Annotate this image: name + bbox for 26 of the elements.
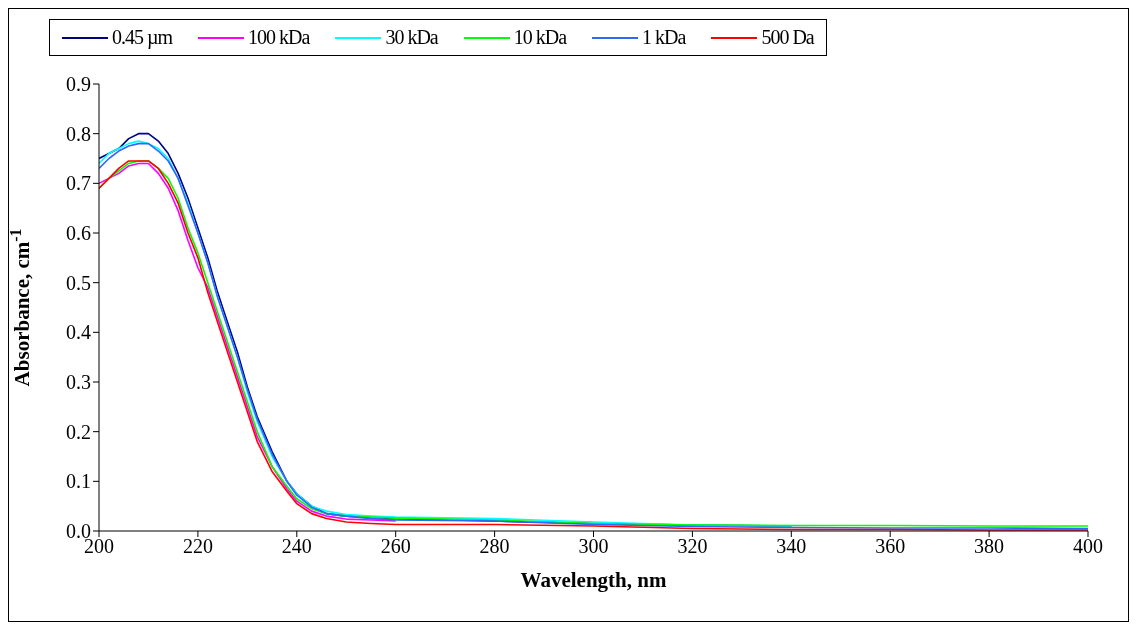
x-tick-label: 360 <box>875 535 906 558</box>
x-tick-label: 300 <box>578 535 609 558</box>
legend-label: 500 Da <box>761 26 814 49</box>
x-tick-label: 240 <box>281 535 312 558</box>
y-tick-label: 0.3 <box>66 371 91 394</box>
x-tick-label: 260 <box>380 535 411 558</box>
y-tick-label: 0.5 <box>66 271 91 294</box>
y-tick-label: 0.2 <box>66 420 91 443</box>
y-tick-label: 0.1 <box>66 470 91 493</box>
y-tick-label: 0.4 <box>66 321 91 344</box>
x-tick-label: 320 <box>677 535 708 558</box>
x-tick-label: 340 <box>776 535 807 558</box>
legend-label: 100 kDa <box>248 26 310 49</box>
legend-label: 10 kDa <box>513 26 567 49</box>
y-tick-label: 0.9 <box>66 73 91 96</box>
legend-label: 0.45 µm <box>112 26 173 49</box>
x-tick-label: 400 <box>1073 535 1103 558</box>
x-axis-title: Wavelength, nm <box>520 568 667 592</box>
x-tick-label: 220 <box>182 535 213 558</box>
legend-label: 30 kDa <box>385 26 438 49</box>
y-tick-label: 0.8 <box>66 122 91 145</box>
y-tick-label: 0.6 <box>66 222 91 245</box>
y-tick-label: 0.7 <box>66 172 91 195</box>
x-tick-label: 380 <box>974 535 1005 558</box>
x-tick-label: 280 <box>479 535 510 558</box>
legend-label: 1 kDa <box>642 26 686 49</box>
